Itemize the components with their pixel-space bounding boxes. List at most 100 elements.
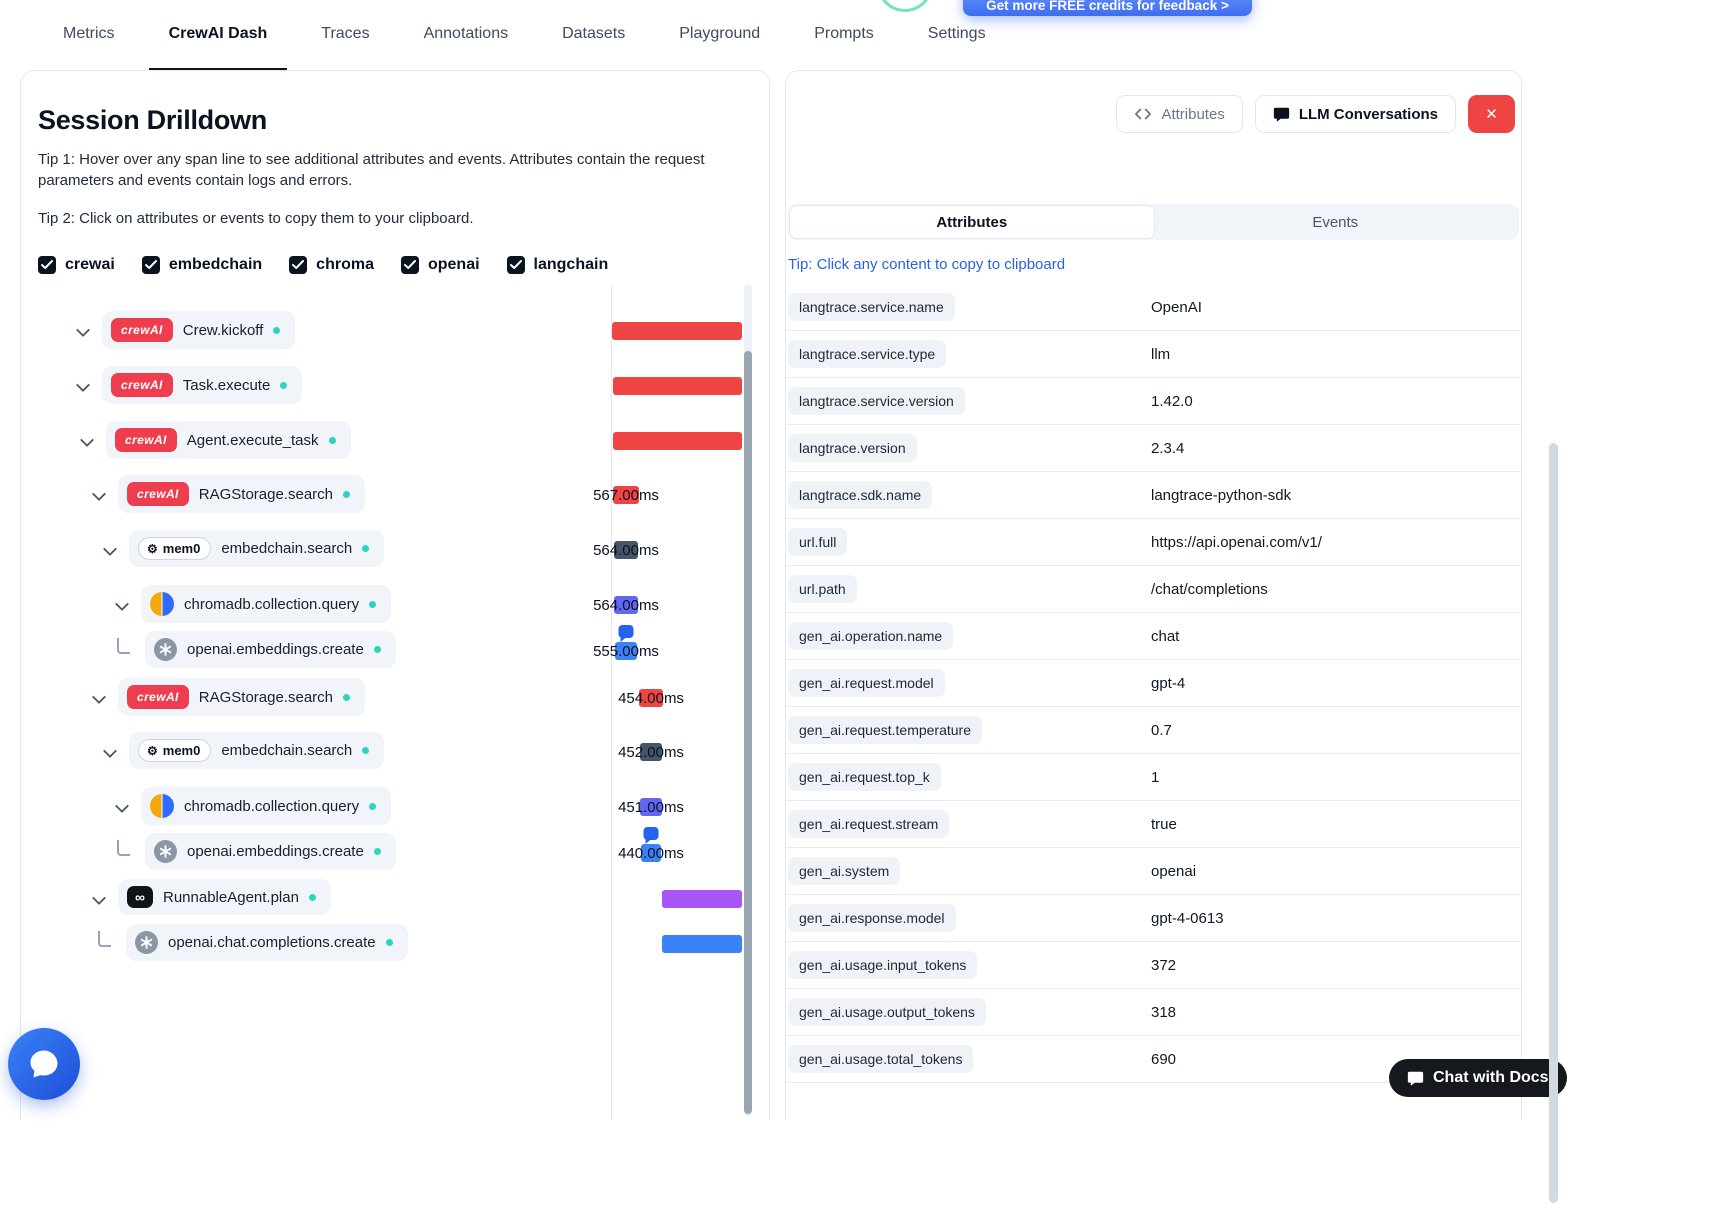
span-chip[interactable]: chromadb.collection.query bbox=[141, 787, 392, 825]
openai-checkbox[interactable] bbox=[400, 256, 419, 275]
attribute-value[interactable]: 372 bbox=[1151, 956, 1177, 974]
attribute-key[interactable]: gen_ai.response.model bbox=[788, 904, 956, 932]
attribute-value[interactable]: chat bbox=[1151, 627, 1180, 645]
attribute-key[interactable]: gen_ai.usage.input_tokens bbox=[788, 951, 978, 979]
chevron-down-icon[interactable] bbox=[114, 798, 130, 814]
chevron-down-icon[interactable] bbox=[91, 689, 107, 705]
attribute-value[interactable]: langtrace-python-sdk bbox=[1151, 486, 1292, 504]
span-chip[interactable]: crewAI RAGStorage.search bbox=[118, 475, 365, 513]
llm-chat-bubble-icon[interactable] bbox=[618, 625, 634, 642]
attribute-value[interactable]: gpt-4 bbox=[1151, 674, 1186, 692]
span-duration-bar[interactable] bbox=[614, 596, 638, 614]
crewai-checkbox[interactable] bbox=[38, 256, 56, 275]
chat-with-docs-button[interactable]: Chat with Docs bbox=[1389, 1059, 1567, 1097]
span-duration-bar[interactable] bbox=[640, 798, 662, 816]
attribute-value[interactable]: https://api.openai.com/v1/ bbox=[1151, 533, 1322, 551]
attribute-key[interactable]: langtrace.service.version bbox=[788, 387, 965, 415]
chevron-down-icon[interactable] bbox=[79, 432, 95, 448]
span-chip[interactable]: openai.embeddings.create bbox=[145, 631, 396, 668]
chevron-down-icon[interactable] bbox=[91, 890, 107, 906]
chroma-checkbox[interactable] bbox=[289, 256, 308, 275]
tab-datasets[interactable]: Datasets bbox=[562, 25, 626, 42]
tab-attributes[interactable]: Attributes bbox=[790, 206, 1154, 238]
embedchain-checkbox[interactable] bbox=[141, 256, 160, 275]
chevron-down-icon[interactable] bbox=[75, 377, 91, 393]
attribute-value[interactable]: 318 bbox=[1151, 1003, 1177, 1021]
chevron-down-icon[interactable] bbox=[75, 322, 91, 338]
chat-widget-button[interactable] bbox=[8, 1028, 80, 1100]
attribute-key[interactable]: gen_ai.operation.name bbox=[788, 622, 954, 650]
span-duration-bar[interactable] bbox=[662, 890, 742, 908]
span-duration-bar[interactable] bbox=[640, 743, 662, 761]
trace-scrollbar[interactable] bbox=[744, 284, 752, 1116]
trace-scrollbar-thumb[interactable] bbox=[744, 351, 752, 1114]
attribute-key[interactable]: gen_ai.system bbox=[788, 857, 901, 885]
attribute-key[interactable]: langtrace.service.name bbox=[788, 293, 955, 321]
span-duration-bar[interactable] bbox=[613, 377, 742, 395]
langchain-checkbox[interactable] bbox=[506, 256, 525, 275]
filter-chroma[interactable]: chroma bbox=[289, 256, 374, 275]
span-duration-bar[interactable] bbox=[612, 322, 742, 340]
chevron-down-icon[interactable] bbox=[91, 486, 107, 502]
span-chip[interactable]: crewAI Crew.kickoff bbox=[102, 311, 296, 349]
page-scrollbar-thumb[interactable] bbox=[1549, 443, 1558, 1203]
attribute-value[interactable]: llm bbox=[1151, 345, 1171, 363]
span-chip[interactable]: crewAI Task.execute bbox=[102, 366, 303, 404]
span-chip[interactable]: openai.embeddings.create bbox=[145, 833, 396, 870]
filter-crewai[interactable]: crewai bbox=[38, 256, 115, 275]
span-chip[interactable]: openai.chat.completions.create bbox=[126, 924, 408, 961]
attributes-button[interactable]: Attributes bbox=[1116, 95, 1243, 133]
span-duration-bar[interactable] bbox=[641, 844, 661, 862]
span-chip[interactable]: crewAI Agent.execute_task bbox=[106, 421, 351, 459]
attribute-key[interactable]: langtrace.service.type bbox=[788, 340, 947, 368]
copy-tip-link[interactable]: Tip: Click any content to copy to clipbo… bbox=[788, 256, 1066, 273]
close-button[interactable]: ✕ bbox=[1468, 95, 1515, 133]
chevron-down-icon[interactable] bbox=[102, 743, 118, 759]
attribute-value[interactable]: 690 bbox=[1151, 1050, 1177, 1068]
tab-metrics[interactable]: Metrics bbox=[63, 25, 115, 42]
span-chip[interactable]: ⚙ mem0 embedchain.search bbox=[129, 530, 385, 567]
tab-events[interactable]: Events bbox=[1312, 213, 1359, 231]
tab-crewai-dash[interactable]: CrewAI Dash bbox=[148, 0, 288, 70]
attribute-key[interactable]: gen_ai.request.stream bbox=[788, 810, 950, 838]
tab-traces[interactable]: Traces bbox=[321, 25, 370, 42]
attribute-value[interactable]: 0.7 bbox=[1151, 721, 1172, 739]
span-duration-bar[interactable] bbox=[615, 642, 637, 660]
span-chip[interactable]: ∞ RunnableAgent.plan bbox=[118, 879, 331, 915]
attribute-value[interactable]: gpt-4-0613 bbox=[1151, 909, 1224, 927]
span-chip[interactable]: chromadb.collection.query bbox=[141, 585, 392, 623]
span-duration-bar[interactable] bbox=[614, 541, 638, 559]
span-duration-bar[interactable] bbox=[613, 486, 639, 504]
filter-embedchain[interactable]: embedchain bbox=[141, 256, 262, 275]
attribute-key[interactable]: gen_ai.usage.total_tokens bbox=[788, 1045, 974, 1073]
filter-openai[interactable]: openai bbox=[400, 256, 480, 275]
tab-playground[interactable]: Playground bbox=[679, 25, 761, 42]
chevron-down-icon[interactable] bbox=[114, 596, 130, 612]
attribute-value[interactable]: /chat/completions bbox=[1151, 580, 1268, 598]
span-chip[interactable]: ⚙ mem0 embedchain.search bbox=[129, 732, 385, 769]
llm-conversations-button[interactable]: LLM Conversations bbox=[1254, 95, 1456, 133]
tab-prompts[interactable]: Prompts bbox=[814, 25, 874, 42]
attribute-value[interactable]: OpenAI bbox=[1151, 298, 1202, 316]
span-duration-bar[interactable] bbox=[662, 935, 742, 953]
filter-langchain[interactable]: langchain bbox=[506, 256, 608, 275]
attribute-key[interactable]: gen_ai.request.model bbox=[788, 669, 945, 697]
attribute-value[interactable]: 2.3.4 bbox=[1151, 439, 1185, 457]
llm-chat-bubble-icon[interactable] bbox=[643, 827, 659, 844]
attribute-key[interactable]: gen_ai.request.top_k bbox=[788, 763, 941, 791]
attribute-value[interactable]: true bbox=[1151, 815, 1177, 833]
attribute-key[interactable]: gen_ai.usage.output_tokens bbox=[788, 998, 986, 1026]
attribute-value[interactable]: 1 bbox=[1151, 768, 1160, 786]
tab-annotations[interactable]: Annotations bbox=[423, 25, 509, 42]
span-duration-bar[interactable] bbox=[613, 432, 742, 450]
attribute-value[interactable]: openai bbox=[1151, 862, 1197, 880]
attribute-value[interactable]: 1.42.0 bbox=[1151, 392, 1193, 410]
credits-button[interactable]: Get more FREE credits for feedback > bbox=[963, 0, 1252, 16]
attribute-key[interactable]: langtrace.version bbox=[788, 434, 917, 462]
attribute-key[interactable]: langtrace.sdk.name bbox=[788, 481, 933, 509]
attribute-key[interactable]: gen_ai.request.temperature bbox=[788, 716, 982, 744]
span-chip[interactable]: crewAI RAGStorage.search bbox=[118, 678, 365, 716]
attribute-key[interactable]: url.path bbox=[788, 575, 857, 603]
chevron-down-icon[interactable] bbox=[102, 541, 118, 557]
tab-settings[interactable]: Settings bbox=[927, 25, 986, 42]
